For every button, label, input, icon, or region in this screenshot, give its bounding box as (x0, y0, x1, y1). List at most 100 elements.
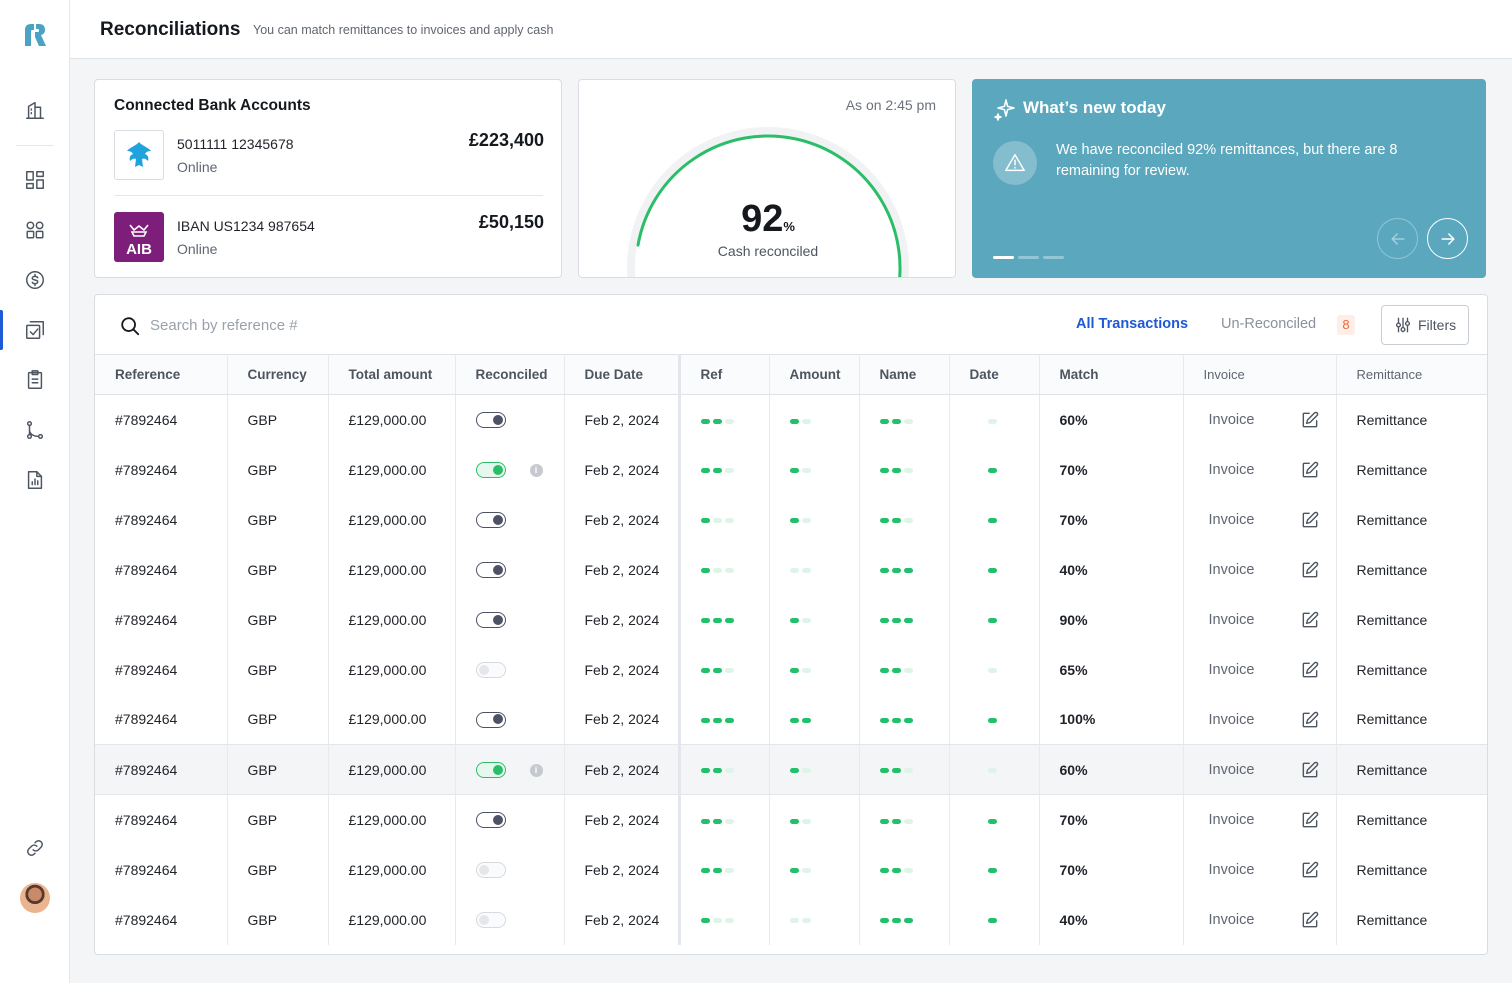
edit-icon[interactable] (1300, 560, 1320, 580)
nav-tasks[interactable] (0, 360, 70, 400)
remittance-link[interactable]: Remittance (1356, 711, 1428, 728)
table-row[interactable]: #7892464 GBP £129,000.00 Feb 2, 2024 90% Invo… (95, 594, 1487, 645)
match-dot (879, 618, 889, 624)
edit-icon[interactable] (1300, 910, 1320, 930)
remittance-link[interactable]: Remittance (1356, 461, 1428, 478)
reconciled-toggle[interactable] (475, 662, 506, 679)
col-header-due-date[interactable]: Due Date (564, 354, 681, 395)
invoice-link[interactable]: Invoice (1208, 612, 1255, 628)
reconciled-toggle[interactable] (475, 612, 506, 629)
edit-icon[interactable] (1300, 860, 1320, 880)
reconciled-toggle[interactable] (475, 512, 506, 529)
remittance-link[interactable]: Remittance (1336, 744, 1487, 795)
carousel-dot[interactable] (1043, 256, 1064, 259)
col-header-match[interactable]: Match (1039, 354, 1184, 395)
remittance-link[interactable]: Remittance (1356, 811, 1428, 828)
invoice-link[interactable]: Invoice (1208, 711, 1255, 728)
table-row[interactable]: #7892464 GBP £129,000.00 i Feb 2, 2024 70% Inv… (95, 444, 1487, 495)
bank-account-row[interactable]: 5011111 12345678 Online £223,400 (114, 130, 544, 180)
invoice-link[interactable]: Invoice (1208, 812, 1255, 829)
remittance-link[interactable]: Remittance (1356, 611, 1428, 628)
tab-all-transactions[interactable]: All Transactions (1076, 316, 1189, 332)
reconciled-toggle[interactable] (475, 762, 506, 779)
invoice-link[interactable]: Invoice (1208, 862, 1255, 878)
remittance-link[interactable]: Remittance (1356, 861, 1428, 878)
toggle-knob (492, 614, 503, 625)
col-header-ref[interactable]: Ref (679, 354, 770, 395)
edit-icon[interactable] (1300, 710, 1320, 730)
invoice-link[interactable]: Invoice (1208, 912, 1255, 928)
carousel-prev-button[interactable] (1377, 218, 1418, 259)
col-header-currency[interactable]: Currency (227, 354, 329, 395)
reconciled-toggle[interactable] (475, 412, 506, 429)
carousel-dot[interactable] (993, 256, 1014, 259)
reconciled-toggle[interactable] (475, 462, 506, 479)
info-icon[interactable]: i (529, 764, 543, 777)
nav-dashboard[interactable] (0, 160, 70, 200)
table-row[interactable]: #7892464 GBP £129,000.00 Feb 2, 2024 70% Invo… (95, 494, 1487, 545)
nav-integrations[interactable] (0, 828, 70, 868)
user-avatar[interactable] (20, 883, 50, 913)
col-header-reference[interactable]: Reference (95, 354, 228, 395)
barclays-logo (114, 130, 164, 180)
invoice-link[interactable]: Invoice (1208, 762, 1255, 778)
edit-icon[interactable] (1300, 610, 1320, 630)
col-header-total-amount[interactable]: Total amount (328, 354, 456, 395)
nav-payments[interactable] (0, 260, 70, 300)
table-row[interactable]: #7892464 GBP £129,000.00 Feb 2, 2024 60% Invo… (95, 394, 1487, 445)
reconciled-toggle[interactable] (475, 711, 506, 728)
col-header-remittance[interactable]: Remittance (1336, 354, 1487, 395)
bank-account-row[interactable]: AIB IBAN US1234 987654 Online £50,150 (114, 212, 544, 262)
invoice-link[interactable]: Invoice (1208, 662, 1255, 678)
table-row[interactable]: #7892464 GBP £129,000.00 Feb 2, 2024 40% Invo… (95, 544, 1487, 595)
reconciled-toggle[interactable] (475, 812, 506, 829)
filters-button[interactable]: Filters (1381, 305, 1469, 345)
reconciled-toggle[interactable] (475, 562, 506, 579)
invoice-link[interactable]: Invoice (1208, 512, 1255, 528)
edit-icon[interactable] (1300, 760, 1320, 780)
remittance-link[interactable]: Remittance (1356, 911, 1428, 928)
invoice-link[interactable]: Invoice (1208, 562, 1255, 578)
col-header-name[interactable]: Name (859, 354, 950, 395)
match-dot (724, 668, 734, 674)
remittance-link[interactable]: Remittance (1356, 411, 1428, 428)
table-row[interactable]: #7892464 GBP £129,000.00 Feb 2, 2024 65% Invo… (95, 644, 1487, 695)
table-row[interactable]: #7892464 GBP £129,000.00 Feb 2, 2024 40% Invo… (95, 894, 1487, 945)
remittance-link[interactable]: Remittance (1356, 561, 1428, 578)
edit-icon[interactable] (1300, 810, 1320, 830)
table-row[interactable]: #7892464 GBP £129,000.00 Feb 2, 2024 70% Invo… (95, 844, 1487, 895)
col-header-amount[interactable]: Amount (769, 354, 860, 395)
cell-amount-match (769, 544, 860, 595)
search-input[interactable] (150, 313, 450, 337)
reconciled-toggle[interactable] (475, 912, 506, 929)
reconciled-toggle[interactable] (475, 862, 506, 879)
table-row[interactable]: #7892464 GBP £129,000.00 Feb 2, 2024 70% Invo… (95, 794, 1487, 845)
invoice-link[interactable]: Invoice (1208, 412, 1255, 429)
bank-account-number: 5011111 12345678 (177, 136, 294, 152)
carousel-next-button[interactable] (1427, 218, 1468, 259)
edit-icon[interactable] (1300, 660, 1320, 680)
nav-building[interactable] (0, 90, 70, 130)
table-row[interactable]: #7892464 GBP £129,000.00 Feb 2, 2024 100% Inv… (95, 694, 1487, 745)
remittance-link[interactable]: Remittance (1356, 661, 1428, 678)
nav-apps[interactable] (0, 210, 70, 250)
table-header-row: Reference Currency Total amount Reconcil… (95, 354, 1487, 395)
col-header-invoice[interactable]: Invoice (1183, 354, 1337, 395)
nav-workflow[interactable] (0, 410, 70, 450)
nav-reports[interactable] (0, 460, 70, 500)
table-row[interactable]: #7892464 GBP £129,000.00 i Feb 2, 2024 60% Inv… (95, 744, 1487, 795)
col-header-date[interactable]: Date (949, 354, 1040, 395)
match-dot (712, 418, 722, 424)
col-header-reconciled[interactable]: Reconciled (455, 354, 565, 395)
carousel-dot[interactable] (1018, 256, 1039, 259)
invoice-link[interactable]: Invoice (1208, 462, 1255, 478)
edit-icon[interactable] (1300, 510, 1320, 530)
remittance-link[interactable]: Remittance (1356, 511, 1428, 528)
carousel-indicators[interactable] (993, 256, 1064, 259)
info-icon[interactable]: i (529, 463, 543, 477)
nav-reconciliations[interactable] (0, 310, 70, 350)
brand-logo-icon[interactable] (22, 22, 48, 48)
tab-unreconciled[interactable]: Un-Reconciled (1221, 316, 1317, 332)
edit-icon[interactable] (1300, 460, 1320, 480)
edit-icon[interactable] (1300, 410, 1320, 430)
